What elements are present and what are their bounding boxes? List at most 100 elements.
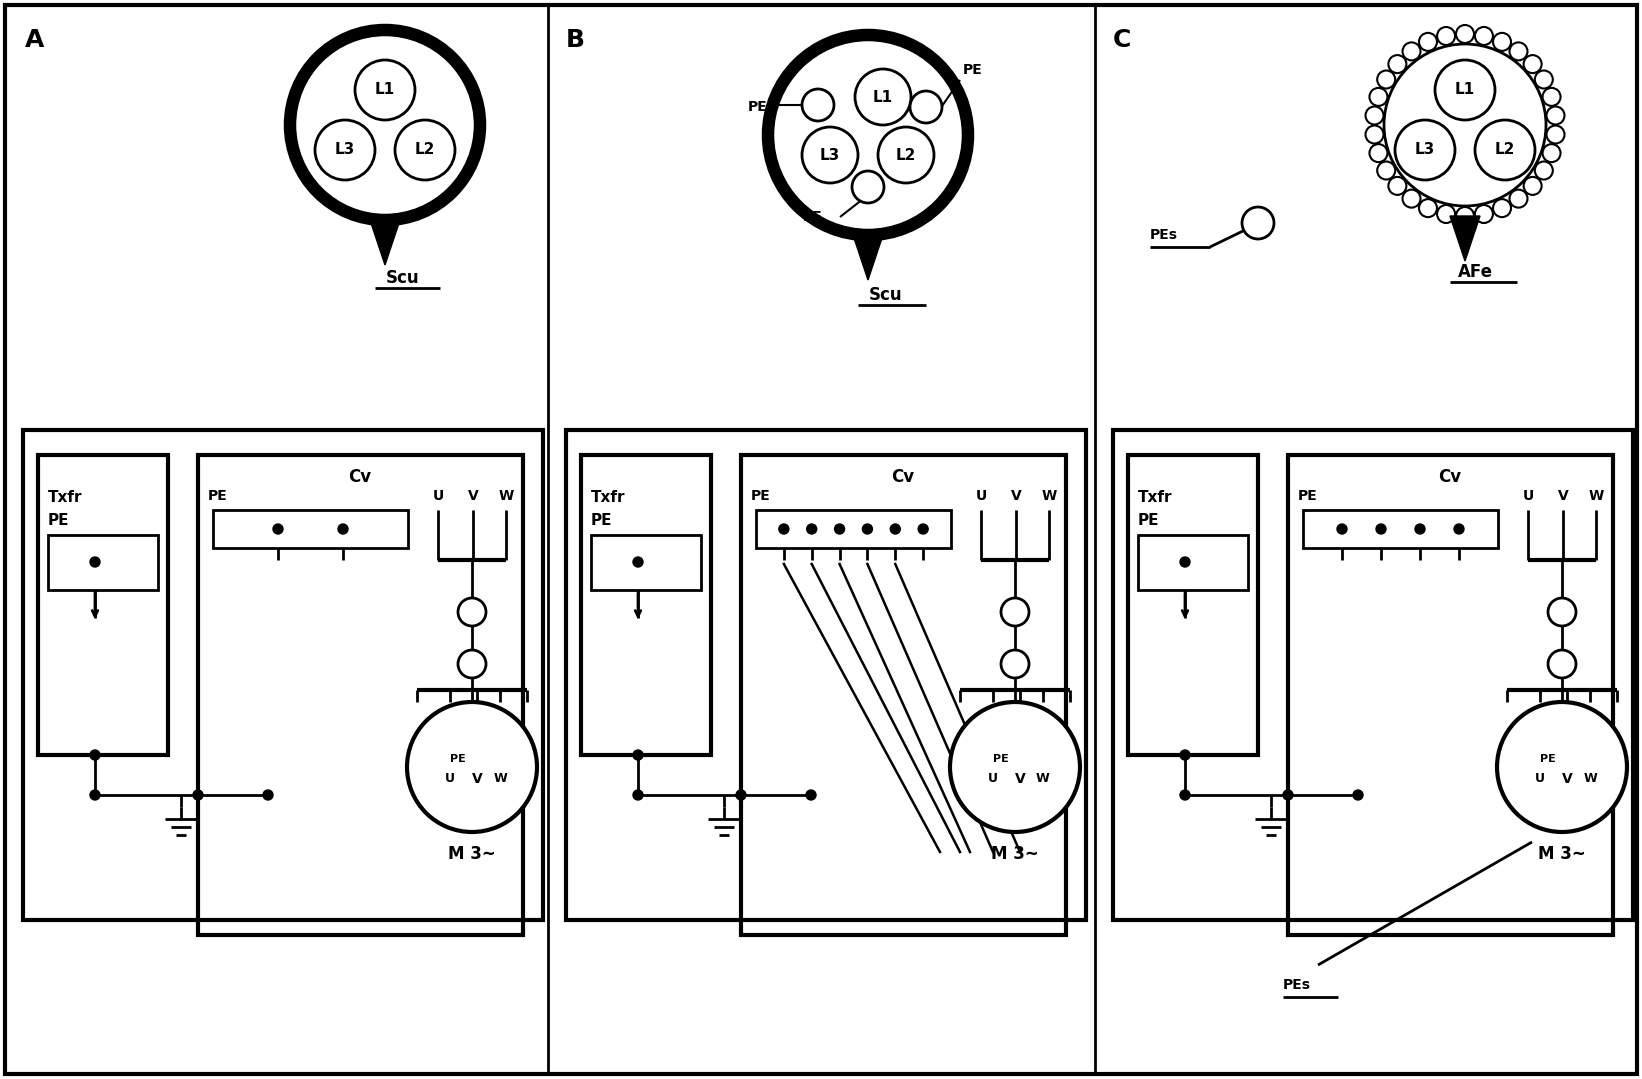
Text: PE: PE: [993, 754, 1008, 764]
Circle shape: [458, 598, 486, 626]
Bar: [199, 455, 524, 935]
Circle shape: [1456, 207, 1475, 226]
Text: M 3~: M 3~: [1539, 845, 1586, 863]
Circle shape: [1002, 598, 1030, 626]
Circle shape: [355, 60, 415, 120]
Circle shape: [263, 790, 273, 800]
Bar: [1138, 535, 1248, 590]
Circle shape: [1475, 27, 1493, 45]
Circle shape: [291, 30, 479, 220]
Text: Txfr: Txfr: [48, 490, 82, 505]
Circle shape: [396, 120, 455, 180]
Circle shape: [1498, 702, 1627, 832]
Circle shape: [1437, 27, 1455, 45]
Text: W: W: [1588, 489, 1604, 503]
Circle shape: [778, 524, 788, 534]
Text: L3: L3: [1415, 142, 1435, 158]
Text: PE: PE: [209, 489, 228, 503]
Text: PEs: PEs: [1149, 228, 1177, 242]
Circle shape: [1366, 107, 1384, 124]
Polygon shape: [1450, 216, 1479, 261]
Text: W: W: [493, 773, 507, 786]
Text: U: U: [1522, 489, 1534, 503]
Circle shape: [1376, 524, 1386, 534]
Text: W: W: [1041, 489, 1056, 503]
Circle shape: [338, 524, 348, 534]
Text: PE: PE: [750, 489, 770, 503]
Circle shape: [1455, 524, 1465, 534]
Text: PE: PE: [591, 513, 612, 528]
Text: PE: PE: [962, 63, 984, 77]
Text: L2: L2: [897, 148, 916, 163]
Circle shape: [1241, 207, 1274, 240]
Circle shape: [910, 91, 943, 123]
Polygon shape: [369, 220, 401, 265]
Text: Scu: Scu: [869, 286, 903, 304]
Text: U: U: [1535, 773, 1545, 786]
Circle shape: [1389, 177, 1407, 195]
Polygon shape: [852, 235, 883, 279]
Circle shape: [1402, 42, 1420, 60]
Text: V: V: [1558, 489, 1568, 503]
Bar: [1304, 510, 1498, 548]
Circle shape: [1369, 145, 1387, 162]
Circle shape: [834, 524, 844, 534]
Circle shape: [1353, 790, 1363, 800]
Circle shape: [1456, 25, 1475, 43]
Circle shape: [1378, 70, 1396, 88]
Text: M 3~: M 3~: [992, 845, 1039, 863]
Circle shape: [1369, 87, 1387, 106]
Text: L3: L3: [335, 142, 355, 158]
Circle shape: [1181, 750, 1190, 760]
Circle shape: [806, 790, 816, 800]
Circle shape: [951, 702, 1080, 832]
Circle shape: [1378, 162, 1396, 179]
Text: L2: L2: [1494, 142, 1516, 158]
Text: PE: PE: [1540, 754, 1557, 764]
Text: L1: L1: [1455, 82, 1475, 97]
Circle shape: [890, 524, 900, 534]
Circle shape: [1402, 190, 1420, 207]
Circle shape: [273, 524, 282, 534]
Circle shape: [1437, 205, 1455, 223]
Circle shape: [1475, 205, 1493, 223]
Circle shape: [1509, 42, 1527, 60]
Circle shape: [736, 790, 745, 800]
Circle shape: [878, 127, 934, 183]
Text: V: V: [1010, 489, 1021, 503]
Circle shape: [1415, 524, 1425, 534]
Text: V: V: [471, 771, 483, 786]
Text: L3: L3: [819, 148, 841, 163]
Circle shape: [634, 790, 644, 800]
Text: W: W: [1036, 773, 1049, 786]
Circle shape: [1542, 145, 1560, 162]
Circle shape: [1475, 120, 1535, 180]
Text: V: V: [1562, 771, 1573, 786]
Circle shape: [407, 702, 537, 832]
Text: Cv: Cv: [1438, 468, 1461, 486]
Circle shape: [458, 650, 486, 678]
Circle shape: [1419, 200, 1437, 217]
Circle shape: [768, 35, 969, 235]
Circle shape: [801, 88, 834, 121]
Circle shape: [1547, 107, 1565, 124]
Text: L2: L2: [415, 142, 435, 158]
Circle shape: [90, 557, 100, 566]
Bar: [755, 510, 951, 548]
Bar: [581, 455, 711, 755]
Circle shape: [1493, 32, 1511, 51]
Text: M 3~: M 3~: [448, 845, 496, 863]
Circle shape: [855, 69, 911, 125]
Text: A: A: [25, 28, 44, 52]
Text: W: W: [1583, 773, 1598, 786]
Bar: [591, 535, 701, 590]
Circle shape: [90, 750, 100, 760]
Bar: [48, 535, 158, 590]
Bar: [213, 510, 407, 548]
Circle shape: [1548, 598, 1576, 626]
Circle shape: [1282, 790, 1292, 800]
Text: U: U: [975, 489, 987, 503]
Text: PE: PE: [450, 754, 466, 764]
Text: PE: PE: [1138, 513, 1159, 528]
Text: B: B: [566, 28, 585, 52]
